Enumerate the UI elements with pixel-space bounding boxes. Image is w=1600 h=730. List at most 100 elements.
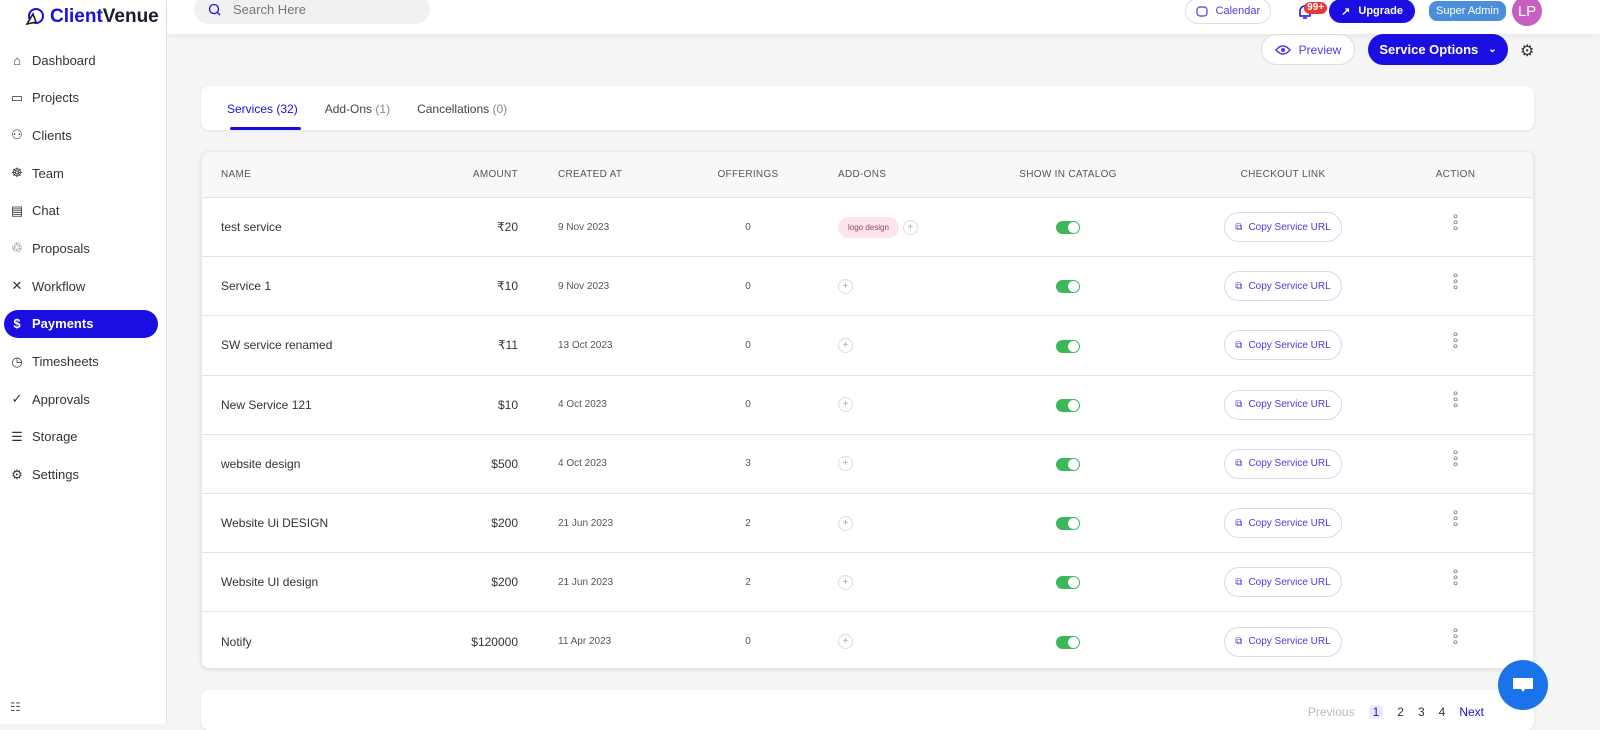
copy-service-url-button[interactable]: ⧉ Copy Service URL (1224, 567, 1342, 598)
team-icon: ☸ (11, 165, 23, 181)
add-addon-button[interactable]: + (838, 278, 853, 294)
copy-service-url-button[interactable]: ⧉ Copy Service URL (1224, 212, 1342, 243)
more-actions-icon[interactable]: ° ° ° (1452, 565, 1459, 594)
service-name[interactable]: Notify (221, 634, 252, 649)
service-name[interactable]: test service (221, 220, 282, 235)
page-button[interactable]: 2 (1397, 705, 1404, 719)
show-in-catalog-toggle[interactable] (1056, 280, 1080, 294)
copy-label: Copy Service URL (1248, 576, 1331, 588)
page-button[interactable]: 3 (1417, 705, 1425, 719)
show-in-catalog-toggle[interactable] (1056, 221, 1080, 235)
more-actions-icon[interactable]: ° ° ° (1452, 447, 1459, 476)
service-name[interactable]: New Service 121 (221, 397, 312, 412)
page-button[interactable]: 4 (1438, 705, 1446, 719)
chat-bubble-icon (1513, 678, 1533, 692)
sidebar-item-projects[interactable]: ▭ Projects (4, 84, 158, 112)
more-actions-icon[interactable]: ° ° ° (1452, 269, 1459, 298)
sidebar-item-clients[interactable]: ⚇ Clients (4, 121, 158, 149)
trend-icon: ↗ (1341, 5, 1351, 18)
more-actions-icon[interactable]: ° ° ° (1452, 625, 1459, 654)
copy-service-url-button[interactable]: ⧉ Copy Service URL (1224, 448, 1342, 479)
more-actions-icon[interactable]: ° ° ° (1452, 388, 1459, 417)
add-addon-button[interactable]: + (902, 219, 918, 235)
sidebar-item-proposals[interactable]: ♲ Proposals (4, 234, 158, 262)
offerings-count: 0 (745, 399, 751, 411)
sidebar-item-chat[interactable]: ▤ Chat (4, 197, 158, 225)
sidebar-item-timesheets[interactable]: ◷ Timesheets (4, 348, 158, 376)
add-addon-button[interactable]: + (838, 574, 853, 590)
search-bar[interactable] (194, 0, 430, 24)
service-name[interactable]: SW service renamed (221, 338, 333, 353)
sidebar-item-storage[interactable]: ☰ Storage (4, 423, 158, 451)
eye-icon (1274, 44, 1291, 55)
next-page-button[interactable]: Next (1459, 705, 1484, 719)
sidebar-item-label: Timesheets (32, 354, 99, 369)
more-actions-icon[interactable]: ° ° ° (1452, 210, 1459, 239)
sidebar-item-team[interactable]: ☸ Team (4, 159, 158, 187)
search-input[interactable] (233, 1, 409, 17)
sidebar-item-approvals[interactable]: ✓ Approvals (4, 385, 158, 413)
add-addon-button[interactable]: + (838, 634, 853, 650)
home-icon: ⌂ (13, 52, 21, 68)
more-actions-icon[interactable]: ° ° ° (1452, 328, 1459, 357)
page-button[interactable]: 1 (1368, 705, 1384, 719)
show-in-catalog-toggle[interactable] (1056, 458, 1080, 471)
offerings-count: 0 (745, 339, 751, 351)
service-name[interactable]: Website Ui DESIGN (221, 516, 329, 531)
logo[interactable]: ClientVenue (0, 0, 166, 30)
logo-icon (25, 8, 44, 26)
service-name[interactable]: website design (221, 456, 301, 471)
add-addon-button[interactable]: + (838, 397, 853, 413)
settings-gear-button[interactable]: ⚙ (1520, 41, 1534, 61)
show-in-catalog-toggle[interactable] (1056, 636, 1080, 650)
service-amount: $10 (497, 397, 518, 412)
sidebar-item-payments[interactable]: $ Payments (4, 309, 158, 338)
sidebar-item-workflow[interactable]: ✕ Workflow (4, 272, 158, 300)
previous-page-button[interactable]: Previous (1307, 705, 1355, 719)
show-in-catalog-toggle[interactable] (1056, 517, 1080, 531)
service-options-button[interactable]: Service Options ⌄ (1368, 34, 1508, 65)
add-addon-button[interactable]: + (838, 337, 853, 353)
service-name[interactable]: Service 1 (221, 279, 272, 294)
tab-label: Services (227, 102, 274, 116)
preview-label: Preview (1298, 42, 1342, 57)
copy-service-url-button[interactable]: ⧉ Copy Service URL (1224, 626, 1342, 657)
tab-services[interactable]: Services (32) (227, 86, 301, 130)
sidebar-item-label: Payments (32, 316, 94, 332)
copy-service-url-button[interactable]: ⧉ Copy Service URL (1224, 330, 1342, 361)
avatar[interactable]: LP (1512, 0, 1542, 26)
add-addon-button[interactable]: + (838, 456, 853, 472)
folder-icon: ▭ (10, 89, 24, 105)
tab-cancellations[interactable]: Cancellations (0) (417, 86, 507, 130)
created-at: 4 Oct 2023 (558, 399, 607, 411)
preview-button[interactable]: Preview (1261, 34, 1355, 65)
copy-service-url-button[interactable]: ⧉ Copy Service URL (1224, 389, 1342, 420)
copy-service-url-button[interactable]: ⧉ Copy Service URL (1224, 271, 1342, 302)
tab-add-ons[interactable]: Add-Ons (1) (325, 86, 390, 130)
role-badge[interactable]: Super Admin (1429, 1, 1506, 21)
chat-widget-button[interactable] (1498, 660, 1548, 710)
sidebar-nav: ⌂ Dashboard ▭ Projects ⚇ Clients ☸ Team ▤ Chat ♲ Pr… (0, 46, 166, 489)
notifications-button[interactable]: 99+ (1297, 0, 1328, 26)
copy-service-url-button[interactable]: ⧉ Copy Service URL (1224, 508, 1342, 539)
sidebar-item-settings[interactable]: ⚙ Settings (4, 461, 158, 489)
show-in-catalog-toggle[interactable] (1056, 576, 1080, 590)
table-row: website design $500 4 Oct 2023 3 + ⧉ Copy… (202, 435, 1533, 494)
offerings-count: 0 (745, 636, 751, 648)
sidebar-item-dashboard[interactable]: ⌂ Dashboard (4, 46, 158, 74)
service-amount: ₹11 (497, 338, 518, 353)
calendar-button[interactable]: Calendar (1184, 0, 1272, 24)
addon-chip[interactable]: logo design (838, 216, 899, 238)
upgrade-button[interactable]: ↗ Upgrade (1329, 0, 1416, 23)
service-amount: $200 (491, 575, 518, 590)
sidebar-item-label: Chat (32, 203, 60, 219)
column-header: NAME (221, 169, 252, 180)
tab-label: Cancellations (417, 102, 490, 116)
collapse-icon[interactable]: ☷ (10, 700, 21, 714)
more-actions-icon[interactable]: ° ° ° (1452, 506, 1459, 535)
service-name[interactable]: Website UI design (221, 575, 319, 590)
show-in-catalog-toggle[interactable] (1056, 398, 1080, 412)
add-addon-button[interactable]: + (838, 515, 853, 531)
show-in-catalog-toggle[interactable] (1056, 339, 1080, 353)
table-row: test service ₹20 9 Nov 2023 0 logo desig… (202, 198, 1533, 258)
